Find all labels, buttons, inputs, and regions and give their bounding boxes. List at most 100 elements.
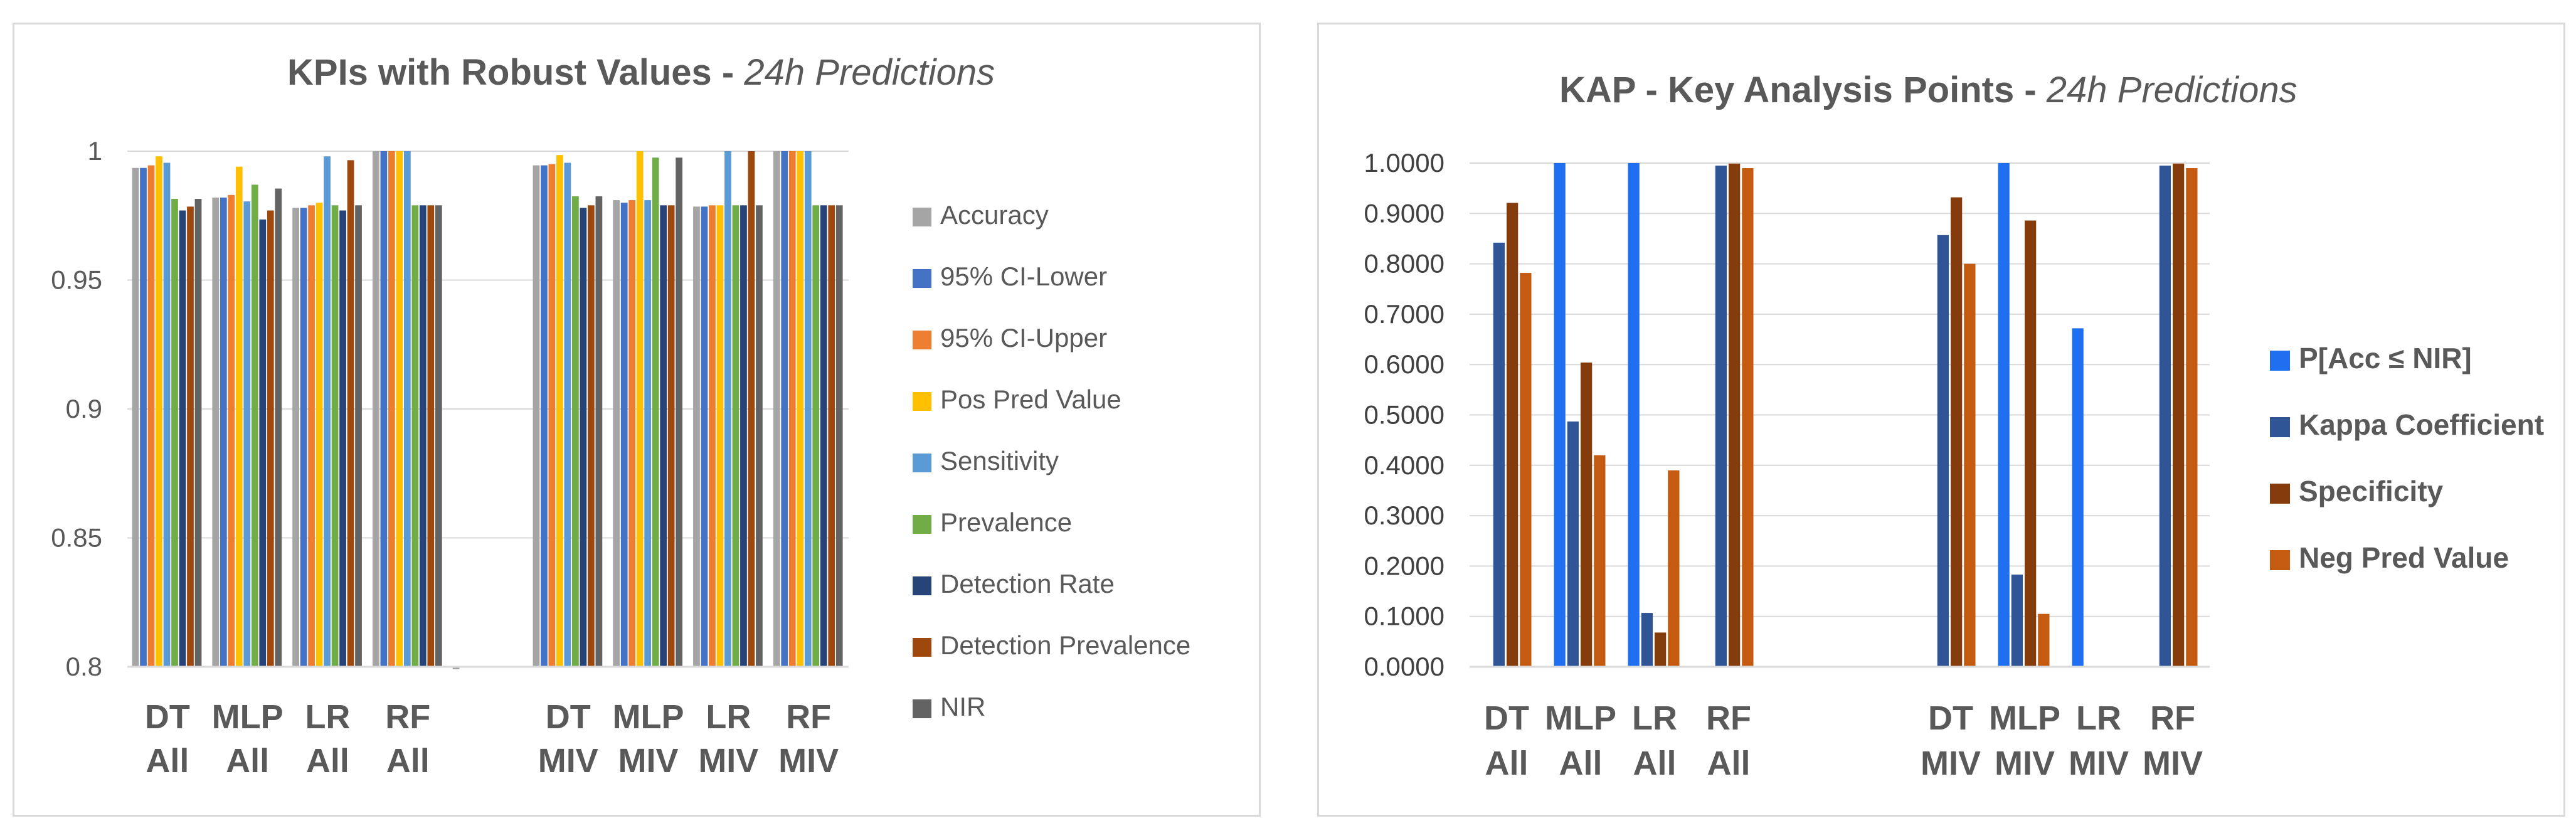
bar bbox=[756, 205, 763, 667]
legend-swatch bbox=[913, 208, 931, 226]
bar bbox=[324, 156, 331, 667]
bar bbox=[636, 151, 644, 667]
kap-chart-title: KAP - Key Analysis Points - 24h Predicti… bbox=[1559, 70, 2298, 110]
bar bbox=[828, 205, 835, 667]
x-tick-label-top: MLP bbox=[1989, 699, 2060, 737]
legend-label: Neg Pred Value bbox=[2299, 541, 2509, 574]
bar bbox=[541, 165, 548, 667]
x-tick-label-top: DT bbox=[1928, 699, 1973, 737]
legend-label: Detection Rate bbox=[940, 569, 1115, 598]
kap-chart-title-main: KAP - Key Analysis Points - bbox=[1559, 70, 2047, 110]
x-tick-label-bottom: All bbox=[146, 742, 189, 780]
y-tick-label: 1.0000 bbox=[1364, 148, 1444, 178]
y-tick-label: 0.5000 bbox=[1364, 400, 1444, 430]
bar bbox=[1964, 263, 1976, 667]
x-tick-label-top: LR bbox=[2076, 699, 2121, 737]
y-tick-label: 0.3000 bbox=[1364, 501, 1444, 530]
bar bbox=[427, 205, 435, 667]
bar bbox=[1668, 470, 1680, 667]
kpi-legend: Accuracy 95% CI-Lower 95% CI-Upper Pos Pred… bbox=[913, 200, 1190, 721]
bar bbox=[2159, 166, 2171, 667]
x-tick-label-top: DT bbox=[1484, 699, 1529, 737]
x-tick-label-bottom: All bbox=[306, 742, 349, 780]
kpi-axes: 0.8 0.85 0.9 0.95 1 DT All MLP All LR All RF All DT MI… bbox=[51, 136, 849, 780]
legend-swatch bbox=[2270, 351, 2290, 371]
bar bbox=[781, 151, 788, 667]
x-tick-label-top: RF bbox=[385, 698, 430, 736]
bar bbox=[572, 196, 579, 667]
y-tick-label: 0.4000 bbox=[1364, 450, 1444, 480]
bar bbox=[171, 199, 178, 667]
legend-swatch bbox=[913, 515, 931, 534]
bar bbox=[380, 151, 388, 667]
legend-label: 95% CI-Upper bbox=[940, 323, 1107, 353]
kap-axes: 0.0000 0.1000 0.2000 0.3000 0.4000 0.5000 0.60… bbox=[1364, 148, 2210, 782]
bar bbox=[660, 205, 667, 667]
legend-label: 95% CI-Lower bbox=[940, 262, 1107, 291]
bar bbox=[220, 197, 227, 667]
x-tick-label-top: LR bbox=[706, 698, 751, 736]
bar bbox=[1655, 632, 1667, 667]
bar bbox=[644, 200, 652, 667]
bar bbox=[732, 205, 739, 667]
x-tick-label-top: RF bbox=[1706, 699, 1751, 737]
y-tick-label: 0.8 bbox=[66, 652, 102, 681]
legend-swatch bbox=[913, 269, 931, 288]
bar bbox=[556, 155, 563, 667]
bar bbox=[1594, 455, 1606, 667]
bar bbox=[355, 205, 362, 667]
bar bbox=[1641, 613, 1653, 667]
bar bbox=[701, 206, 708, 667]
legend-swatch bbox=[2270, 484, 2290, 504]
x-tick-label-bottom: All bbox=[1559, 745, 1602, 782]
bar bbox=[2011, 575, 2023, 667]
x-tick-label-top: RF bbox=[786, 698, 831, 736]
bar bbox=[588, 205, 595, 667]
kap-chart-title-sub: 24h Predictions bbox=[2046, 70, 2298, 110]
x-tick-label-top: MLP bbox=[1545, 699, 1616, 737]
legend-swatch bbox=[2270, 550, 2290, 570]
x-tick-label-top: MLP bbox=[613, 698, 684, 736]
bar bbox=[1729, 163, 1741, 667]
bar bbox=[212, 197, 220, 667]
bar bbox=[835, 205, 843, 667]
bar bbox=[339, 210, 346, 667]
bar bbox=[251, 184, 258, 667]
x-tick-label-top: LR bbox=[305, 698, 350, 736]
bar bbox=[179, 210, 186, 667]
bar bbox=[315, 203, 323, 667]
kpi-bars bbox=[132, 151, 843, 669]
legend-label: Sensitivity bbox=[940, 446, 1059, 475]
bar bbox=[533, 165, 540, 667]
x-tick-label-top: DT bbox=[145, 698, 190, 736]
bar bbox=[748, 151, 755, 667]
bar bbox=[388, 151, 395, 667]
kap-bars bbox=[1493, 163, 2198, 667]
bar bbox=[228, 194, 235, 667]
x-tick-label-bottom: MIV bbox=[2069, 745, 2129, 782]
x-tick-label-bottom: All bbox=[1633, 745, 1676, 782]
bar bbox=[693, 206, 700, 667]
bar bbox=[628, 200, 636, 667]
bar bbox=[716, 205, 724, 667]
bar bbox=[156, 156, 162, 667]
bar bbox=[788, 151, 796, 667]
y-tick-label: 0.2000 bbox=[1364, 551, 1444, 580]
legend-label: NIR bbox=[940, 692, 985, 721]
bar bbox=[396, 151, 403, 667]
bar bbox=[548, 164, 556, 667]
bar bbox=[1581, 362, 1593, 667]
bar bbox=[308, 205, 315, 667]
x-tick-label-bottom: All bbox=[386, 742, 430, 780]
bar bbox=[140, 167, 147, 667]
legend-swatch bbox=[913, 331, 931, 349]
bar bbox=[676, 157, 683, 667]
bar bbox=[373, 151, 379, 667]
x-tick-label-top: RF bbox=[2150, 699, 2195, 737]
bar bbox=[652, 157, 659, 667]
kap-legend: P[Acc ≤ NIR] Kappa Coefficient Specificity… bbox=[2270, 342, 2544, 574]
bar bbox=[1507, 203, 1519, 667]
kpi-chart: KPIs with Robust Values - 24h Prediction… bbox=[51, 52, 1190, 780]
bar bbox=[2072, 328, 2084, 667]
bar bbox=[163, 162, 171, 667]
